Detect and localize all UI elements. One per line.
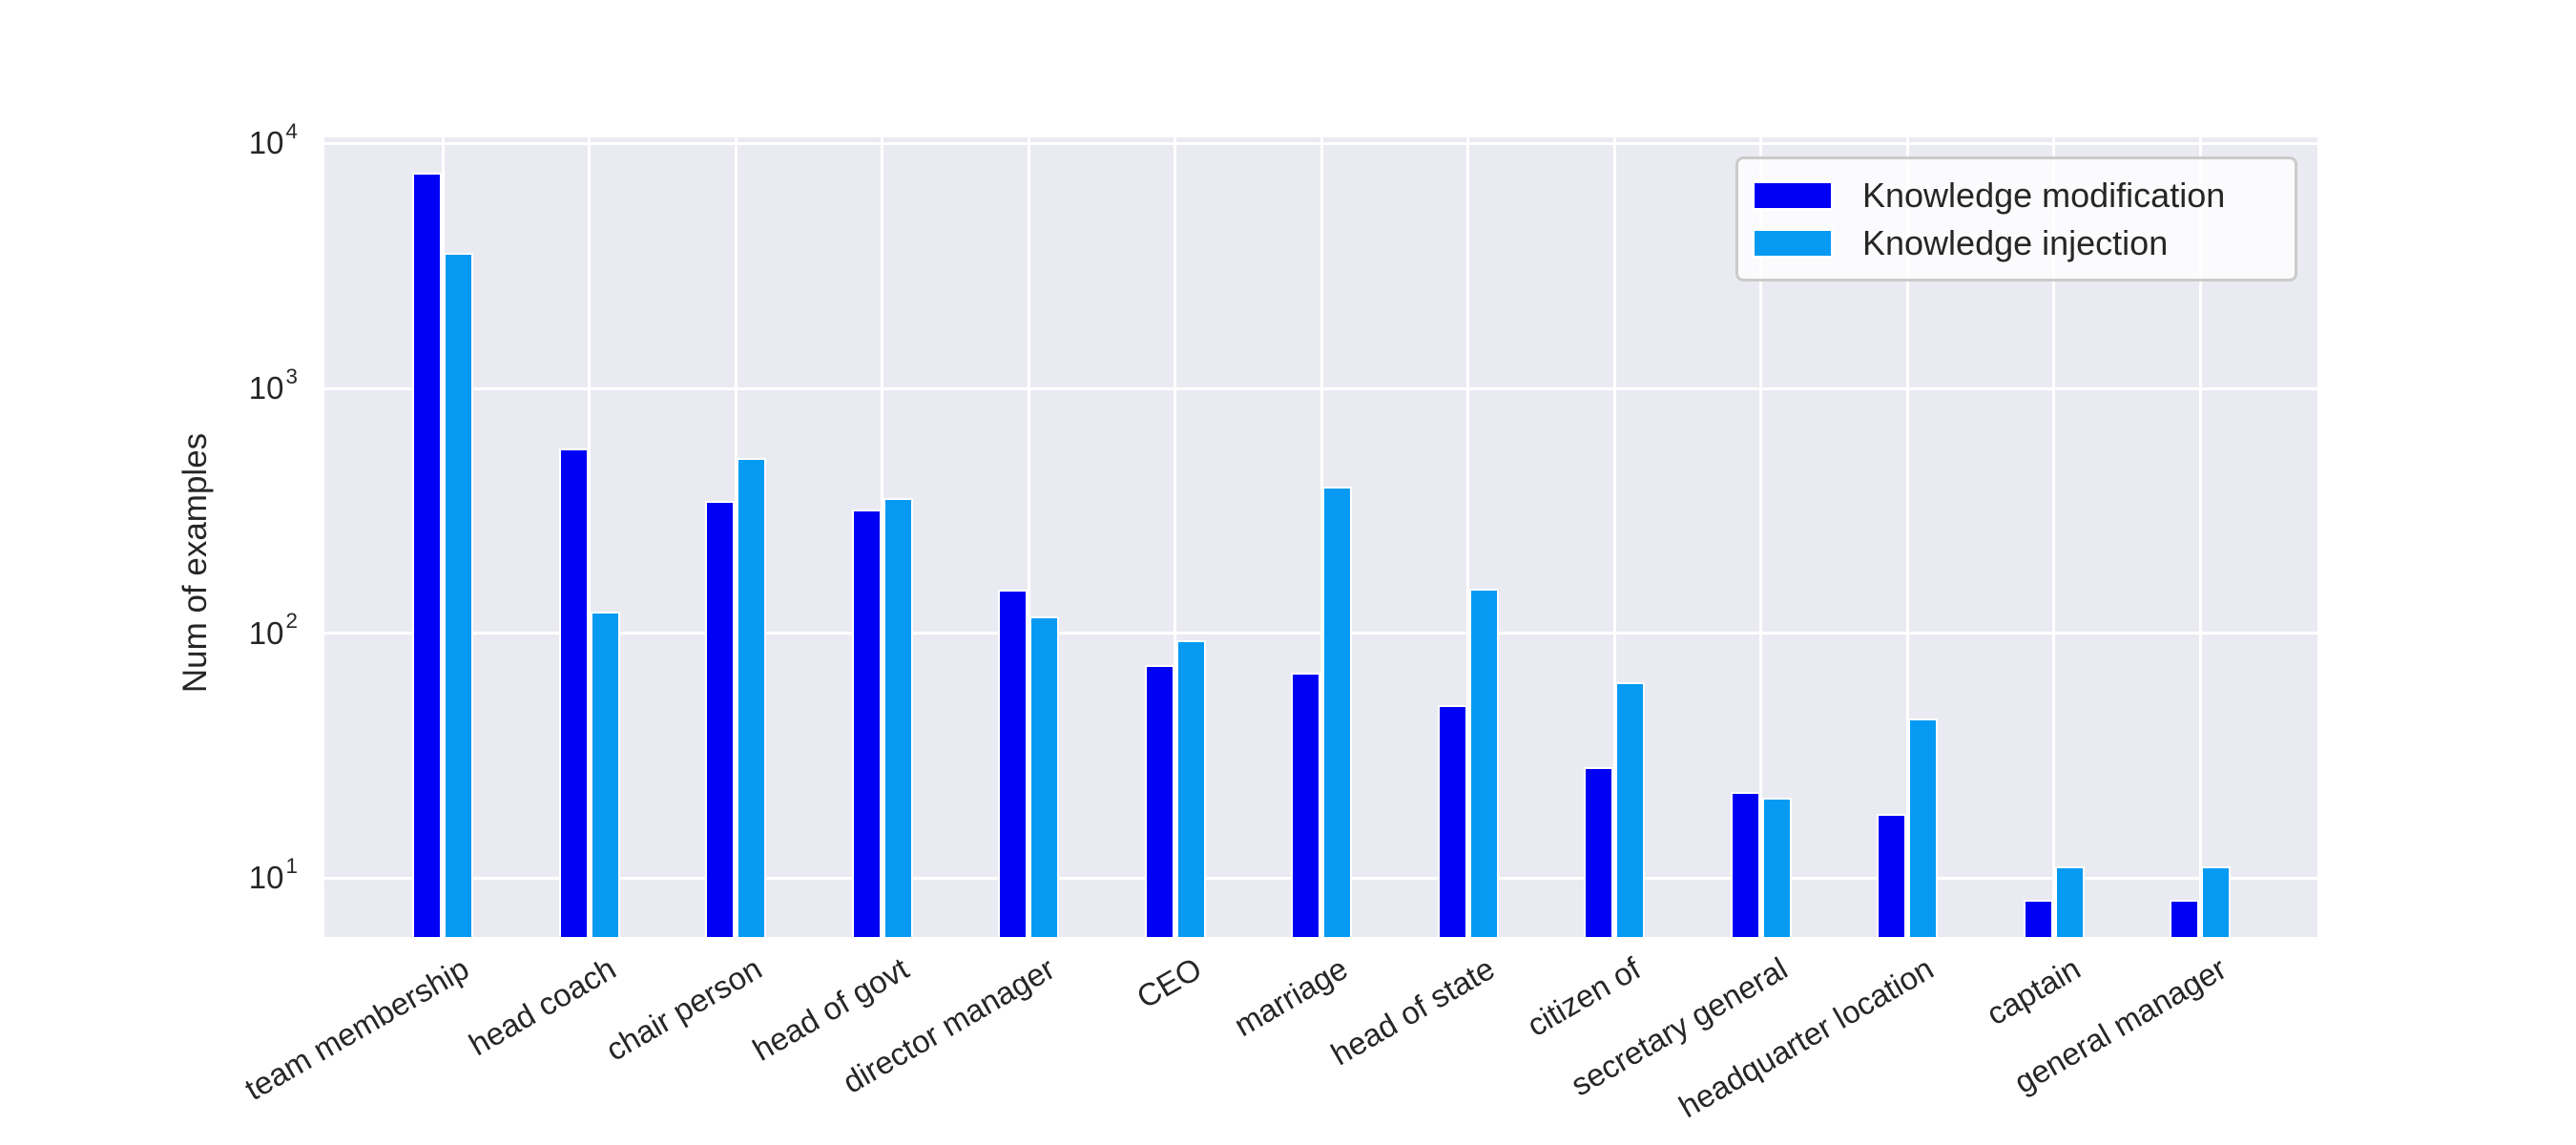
bar-knowledge-modification-director-manager (1000, 592, 1026, 937)
bar-knowledge-modification-chair-person (707, 503, 733, 937)
bar-knowledge-modification-head-coach (560, 449, 587, 937)
gridline-x-team-membership (441, 137, 445, 937)
y-tick-label-10e1: 10 1 (248, 853, 298, 896)
gridline-x-general-manager (2198, 137, 2202, 937)
bar-knowledge-injection-team-membership (446, 255, 471, 937)
legend-label: Knowledge injection (1862, 222, 2169, 262)
bar-knowledge-modification-marriage (1293, 674, 1319, 937)
y-tick-label-10e2: 10 2 (248, 609, 298, 651)
bar-knowledge-injection-citizen-of (1617, 683, 1643, 937)
bar-knowledge-injection-head-of-state (1470, 590, 1497, 937)
bar-knowledge-injection-director-manager (1031, 618, 1057, 937)
legend-item-knowledge-modification: Knowledge modification (1752, 175, 2295, 215)
gridline-x-captain (2052, 137, 2055, 937)
bar-knowledge-injection-general-manager (2203, 867, 2229, 937)
bar-knowledge-modification-secretary-general (1732, 794, 1758, 937)
gridline-x-marriage (1319, 137, 1323, 937)
bar-knowledge-injection-headquarter-location (1910, 720, 1936, 937)
legend: Knowledge modification Knowledge injecti… (1735, 156, 2297, 281)
gridline-x-citizen-of (1612, 137, 1616, 937)
bar-knowledge-modification-general-manager (2171, 902, 2197, 937)
bar-knowledge-modification-head-of-govt (853, 510, 880, 937)
bar-knowledge-injection-head-of-govt (884, 500, 911, 937)
gridline-x-director-manager (1027, 137, 1030, 937)
bar-knowledge-injection-ceo (1177, 642, 1204, 937)
gridline-x-ceo (1174, 137, 1176, 937)
legend-swatch-knowledge-modification (1752, 179, 1834, 211)
legend-item-knowledge-injection: Knowledge injection (1752, 222, 2295, 262)
bar-knowledge-modification-team-membership (414, 174, 440, 937)
x-tick-label-team-membership: team membership (239, 950, 475, 1108)
legend-label: Knowledge modification (1862, 175, 2226, 215)
gridline-x-secretary-general (1759, 137, 1762, 937)
y-tick-label-10e3: 10 3 (248, 364, 298, 406)
gridline-x-headquarter-location (1905, 137, 1909, 937)
y-tick-label-10e4: 10 4 (248, 119, 298, 161)
bar-knowledge-modification-citizen-of (1586, 768, 1611, 937)
bar-knowledge-injection-secretary-general (1763, 799, 1790, 937)
gridline-x-head-of-govt (881, 137, 883, 937)
bar-knowledge-injection-chair-person (738, 460, 764, 937)
gridline-x-head-of-state (1466, 137, 1469, 937)
bar-knowledge-injection-marriage (1324, 489, 1350, 937)
bar-knowledge-modification-head-of-state (1439, 706, 1465, 937)
bar-knowledge-modification-captain (2025, 902, 2051, 937)
gridline-x-chair-person (734, 137, 737, 937)
bar-knowledge-modification-ceo (1146, 666, 1173, 937)
gridline-x-head-coach (588, 137, 591, 937)
bar-knowledge-modification-headquarter-location (1879, 815, 1904, 937)
bar-knowledge-injection-head-coach (592, 614, 618, 937)
bar-knowledge-injection-captain (2056, 867, 2083, 937)
legend-swatch-knowledge-injection (1752, 227, 1834, 259)
